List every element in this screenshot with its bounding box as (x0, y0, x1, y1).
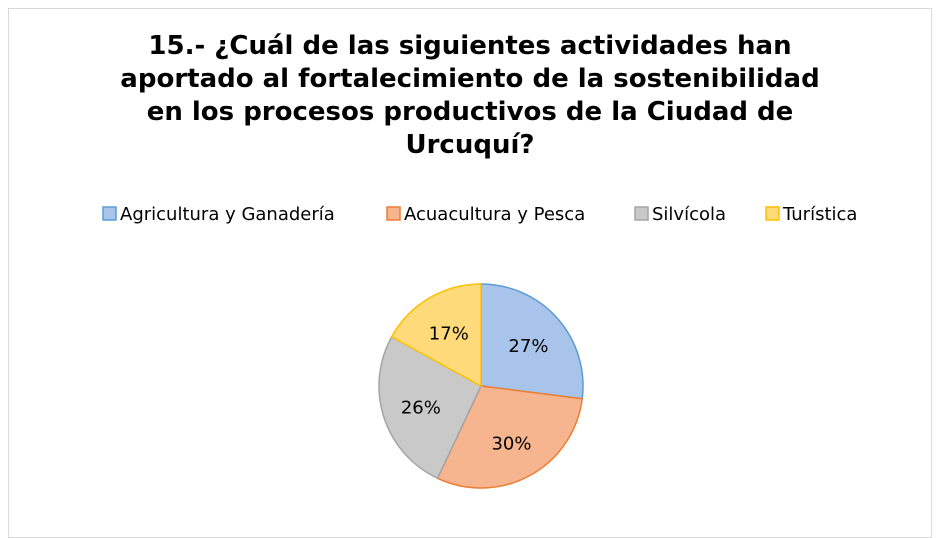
legend-label: Acuacultura y Pesca (404, 204, 585, 225)
data-label: 30% (491, 433, 531, 454)
legend-label: Agricultura y Ganadería (120, 204, 335, 225)
legend-swatch (765, 206, 780, 221)
data-label: 17% (429, 324, 469, 345)
legend-label: Silvícola (652, 204, 726, 225)
data-label: 27% (508, 336, 548, 357)
data-label: 26% (401, 398, 441, 419)
legend-swatch (634, 206, 649, 221)
pie-slice (436, 385, 584, 489)
legend-swatch (386, 206, 401, 221)
pie-slice (480, 283, 584, 400)
pie-slice (390, 283, 482, 388)
legend-label: Turística (782, 204, 857, 225)
chart-title: 15.- ¿Cuál de las siguientes actividades… (120, 31, 820, 160)
legend-swatch (102, 206, 117, 221)
